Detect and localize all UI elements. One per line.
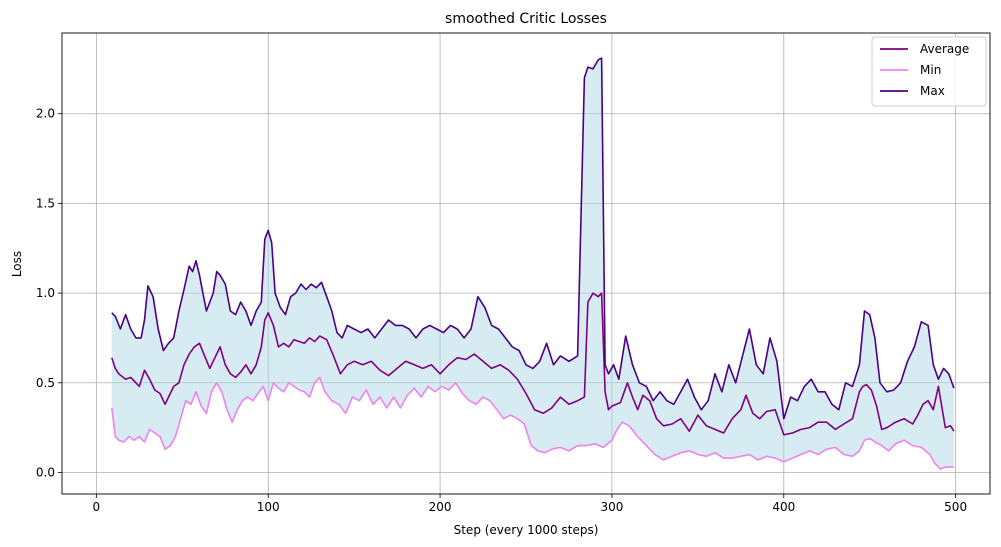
y-tick-label: 1.0 — [36, 286, 55, 300]
y-tick-label: 0.5 — [36, 376, 55, 390]
legend-box — [871, 36, 987, 107]
series-lines — [111, 57, 955, 470]
legend-label-average: Average — [920, 42, 969, 56]
x-tick-label: 0 — [93, 500, 101, 514]
axes-frame — [61, 32, 991, 495]
y-tick-label: 1.5 — [36, 196, 55, 210]
x-tick-label: 100 — [257, 500, 280, 514]
series-line-min — [111, 376, 954, 470]
axis-ticks: 0 100 200 300 400 500 0.0 0.5 1.0 1.5 2.0 — [36, 107, 967, 514]
min-max-band — [111, 58, 954, 469]
y-tick-label: 2.0 — [36, 107, 55, 121]
grid-lines — [62, 33, 990, 494]
x-tick-label: 500 — [944, 500, 967, 514]
series-line-average — [111, 292, 955, 436]
series-line-max — [111, 57, 955, 420]
y-axis-label: Loss — [10, 251, 24, 277]
legend-label-min: Min — [920, 63, 941, 77]
x-tick-label: 400 — [772, 500, 795, 514]
x-tick-label: 200 — [429, 500, 452, 514]
y-tick-label: 0.0 — [36, 465, 55, 479]
legend: Average Min Max — [871, 36, 987, 107]
legend-label-max: Max — [920, 84, 945, 98]
fill-between-area — [111, 58, 954, 469]
x-tick-label: 300 — [600, 500, 623, 514]
chart-title: smoothed Critic Losses — [445, 11, 607, 27]
x-axis-label: Step (every 1000 steps) — [454, 523, 599, 537]
